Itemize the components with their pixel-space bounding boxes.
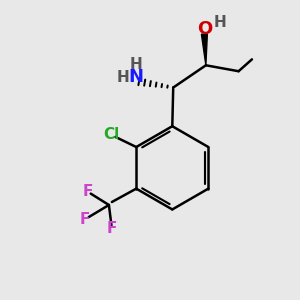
Text: H: H [130, 57, 142, 72]
Text: N: N [128, 68, 143, 86]
Text: H: H [116, 70, 129, 85]
Text: F: F [107, 221, 117, 236]
Text: F: F [80, 212, 90, 227]
Text: O: O [197, 20, 213, 38]
Text: Cl: Cl [103, 127, 119, 142]
Text: H: H [214, 15, 226, 30]
Text: F: F [82, 184, 93, 199]
Polygon shape [201, 34, 207, 65]
